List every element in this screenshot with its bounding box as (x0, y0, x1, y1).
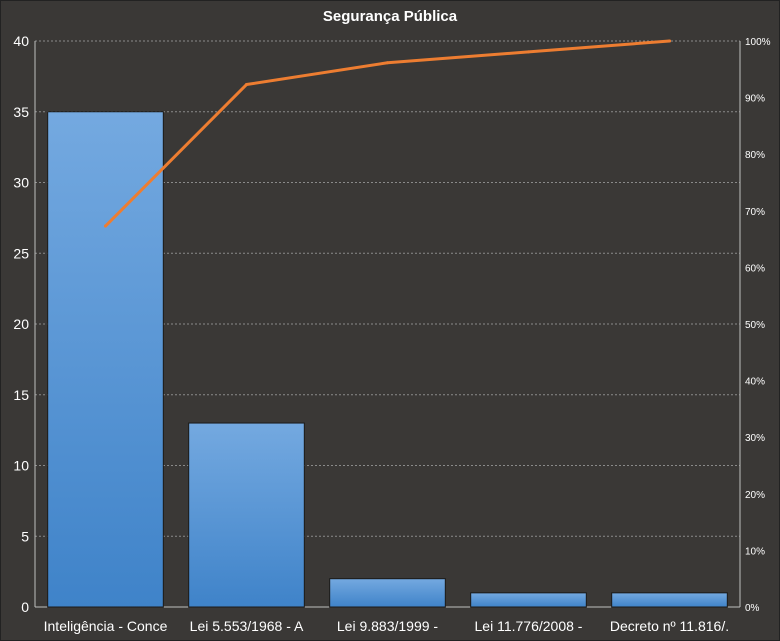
x-category-label: Inteligência - Conce (44, 618, 168, 634)
y-left-tick-label: 5 (21, 528, 29, 544)
y-left-tick-label: 0 (21, 599, 29, 615)
cumulative-line-series (104, 39, 671, 228)
x-category-label: Lei 5.553/1968 - A (190, 618, 304, 634)
y-right-tick-label: 60% (745, 263, 765, 274)
y-right-tick-label: 0% (745, 603, 760, 614)
y-left-tick-label: 30 (13, 175, 29, 191)
bar (611, 592, 728, 608)
y-right-tick-label: 100% (745, 37, 771, 48)
x-category-label: Lei 11.776/2008 - (475, 618, 583, 634)
x-category-label: Lei 9.883/1999 - (337, 618, 439, 634)
bar-series (47, 111, 728, 608)
y-right-tick-label: 10% (745, 546, 765, 557)
y-right-tick-label: 20% (745, 490, 765, 501)
y-right-tick-label: 40% (745, 377, 765, 388)
tick-labels: 0 5 10 15 20 25 30 35 40 0% 10% 20% 30% 40% 50% 60% 70% 8… (13, 33, 770, 634)
y-left-tick-label: 35 (13, 104, 29, 120)
y-left-tick-label: 10 (13, 458, 29, 474)
y-left-tick-label: 20 (13, 316, 29, 332)
line-point (386, 61, 389, 65)
y-right-tick-label: 70% (745, 207, 765, 218)
y-right-tick-label: 90% (745, 94, 765, 105)
bar (470, 592, 587, 608)
x-category-label: Decreto nº 11.816/. (610, 618, 729, 634)
y-left-tick-label: 25 (13, 245, 29, 261)
line-point (668, 39, 671, 43)
y-right-tick-label: 80% (745, 150, 765, 161)
y-left-tick-label: 40 (13, 33, 29, 49)
bar (329, 578, 446, 608)
line-point (245, 83, 248, 87)
y-left-tick-label: 15 (13, 387, 29, 403)
bar (188, 422, 305, 608)
bar (47, 111, 164, 608)
cumulative-line (104, 39, 671, 228)
y-right-tick-label: 30% (745, 433, 765, 444)
chart-title: Segurança Pública (322, 8, 458, 25)
line-point (527, 50, 530, 54)
line-point (104, 224, 107, 228)
y-right-tick-label: 50% (745, 320, 765, 331)
